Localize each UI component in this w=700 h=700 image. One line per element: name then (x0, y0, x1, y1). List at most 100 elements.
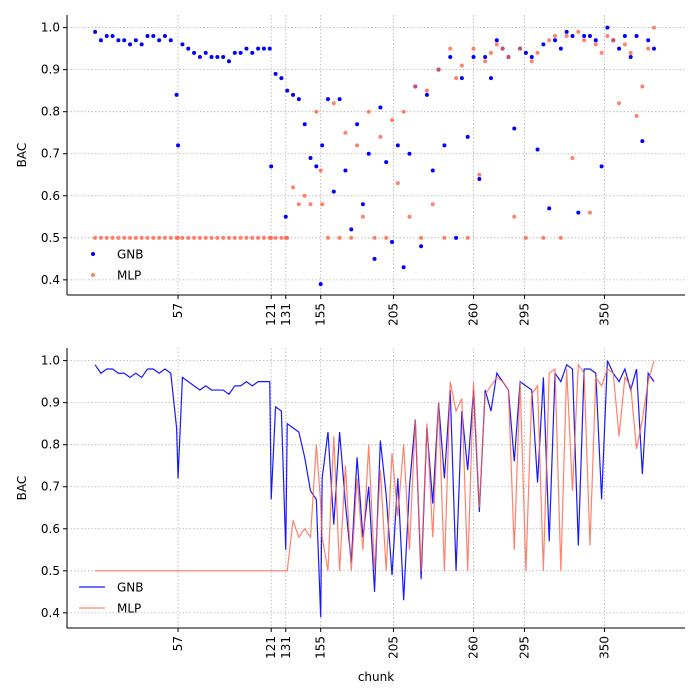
data-point (104, 34, 109, 39)
data-point (395, 143, 400, 148)
data-point (203, 235, 208, 240)
data-point (180, 42, 185, 47)
data-point (285, 235, 290, 240)
y-tick-label: 0.4 (41, 606, 60, 620)
x-tick-label: 57 (171, 636, 185, 651)
x-tick-label: 295 (517, 636, 531, 659)
y-tick-label: 0.8 (41, 105, 60, 119)
data-point (488, 50, 493, 55)
data-point (593, 38, 598, 43)
y-tick-label: 1.0 (41, 354, 60, 368)
data-point (407, 214, 412, 219)
data-point (390, 240, 395, 245)
data-point (176, 143, 181, 148)
data-point (145, 34, 150, 39)
legend-label: MLP (117, 602, 141, 616)
data-point (378, 134, 383, 139)
x-axis-label: chunk (358, 670, 394, 684)
data-point (471, 46, 476, 51)
data-point (419, 235, 424, 240)
data-point (558, 235, 563, 240)
legend-label: MLP (117, 269, 141, 283)
data-point (459, 76, 464, 81)
data-point (494, 38, 499, 43)
data-point (564, 29, 569, 34)
data-point (605, 34, 610, 39)
data-point (291, 92, 296, 97)
data-point (628, 50, 633, 55)
data-point (110, 34, 115, 39)
data-point (133, 38, 138, 43)
data-point (133, 235, 138, 240)
data-point (279, 76, 284, 81)
data-point (296, 202, 301, 207)
data-point (116, 235, 121, 240)
data-point (261, 235, 266, 240)
data-point (192, 235, 197, 240)
y-tick-label: 1.0 (41, 21, 60, 35)
data-point (442, 235, 447, 240)
data-point (157, 38, 162, 43)
y-axis-label: BAC (15, 476, 29, 501)
data-point (384, 235, 389, 240)
x-tick-label: 121 (264, 636, 278, 659)
data-point (587, 210, 592, 215)
data-point (518, 46, 523, 51)
data-point (325, 97, 330, 102)
data-point (192, 50, 197, 55)
data-point (250, 50, 255, 55)
data-point (646, 46, 651, 51)
data-point (186, 46, 191, 51)
y-tick-label: 0.6 (41, 522, 60, 536)
data-point (506, 55, 511, 60)
y-tick-label: 0.7 (41, 480, 60, 494)
data-point (576, 29, 581, 34)
x-tick-label: 131 (279, 303, 293, 326)
y-tick-label: 0.5 (41, 231, 60, 245)
data-point (512, 214, 517, 219)
data-point (535, 147, 540, 152)
data-point (611, 38, 616, 43)
series-line (95, 360, 655, 572)
data-point (162, 235, 167, 240)
data-point (436, 67, 441, 72)
data-point (162, 34, 167, 39)
x-tick-label: 205 (386, 636, 400, 659)
data-point (116, 38, 121, 43)
data-point (226, 59, 231, 64)
data-point (296, 97, 301, 102)
data-point (459, 63, 464, 68)
data-point (98, 235, 103, 240)
x-tick-label: 350 (598, 303, 612, 326)
data-point (401, 109, 406, 114)
y-tick-label: 0.5 (41, 564, 60, 578)
data-point (337, 97, 342, 102)
data-point (599, 164, 604, 169)
data-point (283, 214, 288, 219)
data-point (232, 50, 237, 55)
data-point (320, 202, 325, 207)
data-point (168, 38, 173, 43)
data-point (232, 235, 237, 240)
data-point (197, 55, 202, 60)
legend-label: GNB (117, 248, 144, 262)
y-tick-label: 0.9 (41, 63, 60, 77)
data-point (500, 46, 505, 51)
data-point (174, 92, 179, 97)
data-point (308, 155, 313, 160)
data-point (576, 210, 581, 215)
data-point (477, 176, 482, 181)
data-point (651, 46, 656, 51)
data-point (529, 55, 534, 60)
data-point (448, 46, 453, 51)
data-point (343, 130, 348, 135)
data-point (424, 88, 429, 93)
data-point (535, 50, 540, 55)
data-point (186, 235, 191, 240)
y-tick-label: 0.9 (41, 396, 60, 410)
data-point (244, 235, 249, 240)
data-point (314, 109, 319, 114)
data-point (93, 235, 98, 240)
data-point (640, 139, 645, 144)
